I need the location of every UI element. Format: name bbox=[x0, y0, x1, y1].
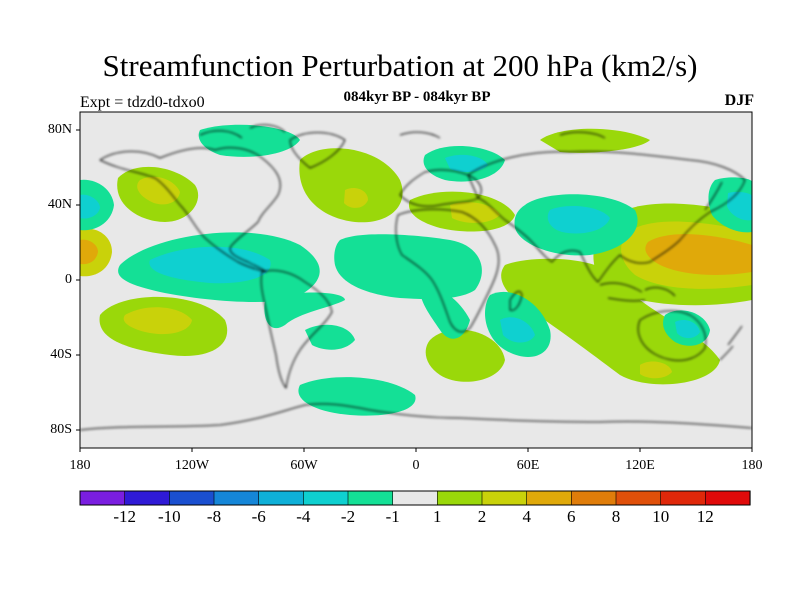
lat-tick-label: 40N bbox=[47, 197, 72, 212]
coast-antarctica bbox=[80, 403, 752, 431]
anomaly-neg-south-atlantic bbox=[305, 324, 355, 350]
colorbar-label: 12 bbox=[696, 507, 714, 526]
anomaly-pos-west-edge-core bbox=[80, 239, 98, 265]
colorbar-swatch bbox=[347, 490, 394, 506]
map-title: Streamfunction Perturbation at 200 hPa (… bbox=[102, 48, 698, 83]
colorbar-swatch bbox=[615, 490, 662, 506]
anomaly-neg-asia-core bbox=[547, 206, 610, 234]
anomaly-pos-mediterranean-core bbox=[450, 202, 500, 223]
colorbar-swatch bbox=[79, 490, 126, 506]
colorbar-label: -2 bbox=[340, 507, 356, 526]
colorbar-swatch bbox=[526, 490, 572, 506]
lon-tick-label: 60E bbox=[516, 458, 540, 473]
colorbar-swatch bbox=[213, 490, 260, 506]
colorbar-swatch bbox=[705, 490, 751, 506]
colorbar-swatch bbox=[392, 490, 438, 506]
colorbar-swatch bbox=[571, 490, 617, 506]
colorbar-swatches bbox=[79, 490, 751, 506]
lon-tick-label: 120E bbox=[625, 458, 655, 473]
colorbar-label: 6 bbox=[567, 507, 576, 526]
colorbar-label: 10 bbox=[652, 507, 670, 526]
colorbar-label: -8 bbox=[206, 507, 222, 526]
anomaly-pos-natlantic-core bbox=[344, 188, 368, 208]
anomaly-neg-tropical-pacific-core bbox=[149, 246, 271, 284]
colorbar-label: -12 bbox=[113, 507, 137, 526]
anomaly-neg-west-edge-core bbox=[80, 194, 100, 219]
coast-madagascar bbox=[509, 290, 523, 311]
anomaly-neg-indian-core bbox=[500, 317, 535, 343]
colorbar-swatch bbox=[660, 490, 706, 506]
coast-indonesia bbox=[599, 282, 676, 302]
coast-europe bbox=[399, 169, 482, 207]
colorbar-label: 4 bbox=[522, 507, 531, 526]
colorbar-swatch bbox=[437, 490, 483, 506]
anomaly-neg-greenland bbox=[198, 124, 300, 157]
coast-north-america bbox=[99, 147, 281, 273]
map-subtitle: 084kyr BP - 084kyr BP bbox=[343, 89, 491, 105]
coast-new-zealand bbox=[719, 325, 743, 361]
anomaly-neg-antarctic bbox=[298, 377, 416, 416]
colorbar-swatch bbox=[169, 490, 215, 506]
anomaly-pos-ssatlantic bbox=[425, 329, 505, 382]
anomaly-pos-sindian bbox=[501, 258, 720, 385]
lon-tick-label: 180 bbox=[69, 458, 91, 473]
colorbar-label: 8 bbox=[611, 507, 621, 526]
coast-japan bbox=[704, 181, 723, 211]
axis-ticks bbox=[76, 129, 753, 452]
colorbar-swatch bbox=[124, 490, 170, 506]
coast-africa bbox=[395, 208, 500, 333]
anomaly-neg-north-europe-core bbox=[445, 154, 488, 173]
anomaly-pos-spacific-core bbox=[123, 307, 192, 335]
coast-arctic-islands bbox=[199, 124, 606, 139]
lon-tick-label: 0 bbox=[412, 458, 420, 473]
anomaly-pos-wpacific-core bbox=[645, 234, 752, 275]
coastlines bbox=[80, 124, 752, 431]
colorbar-swatch bbox=[303, 490, 349, 506]
colorbar-swatch bbox=[481, 490, 528, 506]
coast-asia bbox=[467, 151, 746, 283]
colorbar-label: -4 bbox=[296, 507, 311, 526]
anomaly-neg-africa-arm bbox=[419, 285, 470, 339]
lon-tick-label: 120W bbox=[174, 458, 210, 473]
colorbar-frame bbox=[79, 490, 751, 506]
colorbar-label: -10 bbox=[157, 507, 181, 526]
lat-tick-label: 40S bbox=[50, 347, 72, 362]
colorbar-label: -6 bbox=[251, 507, 266, 526]
coast-south-america bbox=[260, 269, 333, 389]
anomaly-pos-natlantic bbox=[299, 148, 403, 223]
lat-tick-label: 0 bbox=[65, 272, 72, 287]
anomaly-neg-samerica-arm bbox=[264, 292, 345, 329]
negative-anomaly-regions bbox=[80, 124, 752, 416]
colorbar-swatch bbox=[258, 490, 304, 506]
colorbar-label: 1 bbox=[433, 507, 442, 526]
colorbar-label: -1 bbox=[385, 507, 400, 526]
lat-tick-label: 80S bbox=[50, 422, 72, 437]
anomaly-neg-australia-core bbox=[675, 320, 700, 339]
anomaly-pos-arctic bbox=[540, 128, 650, 153]
lon-tick-label: 180 bbox=[741, 458, 763, 473]
anomaly-neg-tropical-atlantic bbox=[334, 234, 482, 300]
lon-tick-label: 60W bbox=[290, 458, 318, 473]
experiment-label: Expt = tdzd0-tdxo0 bbox=[80, 94, 205, 111]
coast-australia bbox=[637, 310, 707, 361]
coast-greenland bbox=[289, 132, 346, 169]
anomaly-pos-npacific-core bbox=[137, 176, 180, 205]
anomaly-neg-east-edge-core bbox=[727, 191, 752, 221]
anomaly-pos-sindian-core bbox=[640, 361, 672, 379]
season-label: DJF bbox=[724, 92, 754, 109]
colorbar-label: 2 bbox=[477, 507, 487, 526]
lat-tick-label: 80N bbox=[47, 122, 72, 137]
